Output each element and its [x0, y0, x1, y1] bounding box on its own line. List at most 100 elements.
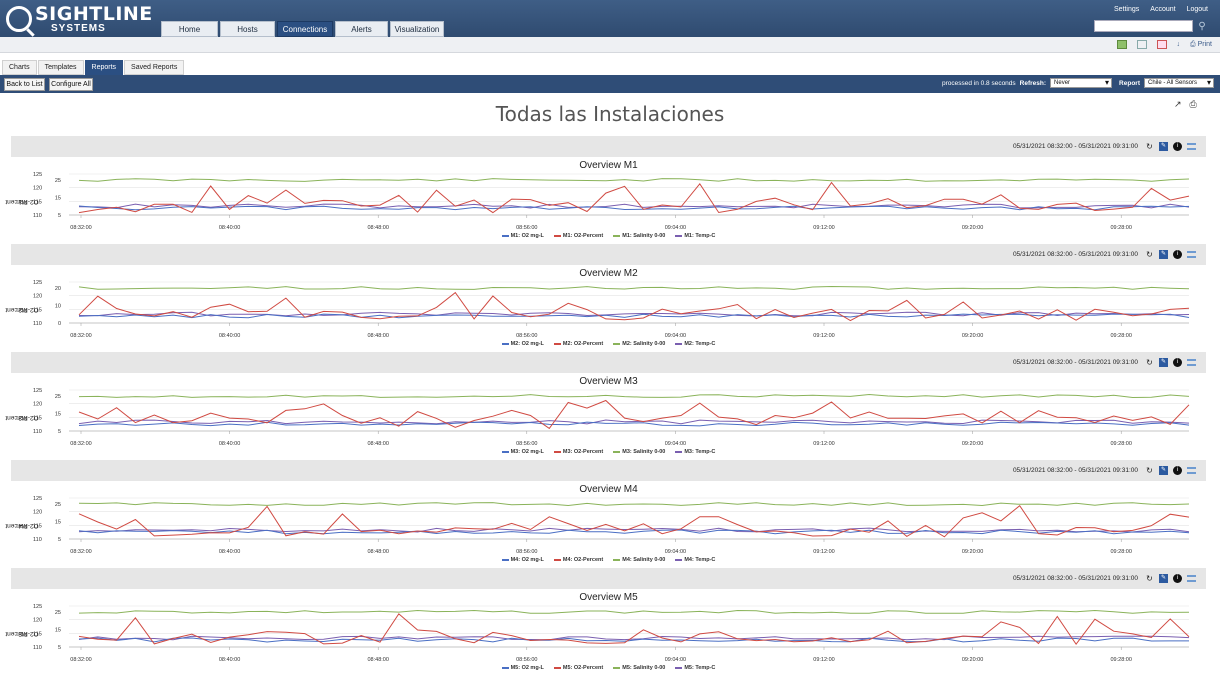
- nav-tab-alerts[interactable]: Alerts: [335, 21, 388, 37]
- legend-item[interactable]: M1: O2-Percent: [553, 233, 603, 239]
- edit-icon[interactable]: ✎: [1159, 142, 1168, 151]
- x-tick-label: 09:20:00: [962, 657, 983, 663]
- page-title-tools: ↗ ⎙: [1174, 99, 1197, 110]
- chart-title: Overview M1: [579, 160, 638, 171]
- time-range-text: 05/31/2021 08:32:00 - 05/31/2021 09:31:0…: [1012, 575, 1138, 582]
- x-tick-label: 09:04:00: [665, 333, 686, 339]
- legend-item[interactable]: M1: Salinity 0-00: [613, 233, 665, 239]
- temp-series-line: [78, 635, 1190, 641]
- processed-time-text: processed in 0.8 seconds: [941, 79, 1016, 87]
- chart-panel: 05/31/2021 08:32:00 - 05/31/2021 09:31:0…: [5, 244, 1206, 352]
- nav-tab-home[interactable]: Home: [161, 21, 218, 37]
- print-link[interactable]: ⎙ Print: [1190, 40, 1212, 48]
- y-tick-label: 110: [33, 321, 42, 327]
- legend-item[interactable]: M2: Salinity 0-00: [613, 341, 665, 347]
- y-tick-label: 110: [33, 213, 42, 219]
- chart-panel-header: 05/31/2021 08:32:00 - 05/31/2021 09:31:0…: [11, 568, 1206, 589]
- y-tick-label: 125: [33, 388, 42, 394]
- legend-swatch: [501, 451, 509, 453]
- refresh-icon[interactable]: ↻: [1146, 142, 1153, 151]
- export-icon[interactable]: ↗: [1174, 99, 1182, 109]
- legend-item[interactable]: M2: O2 mg-L: [501, 341, 544, 347]
- refresh-label: Refresh:: [1019, 79, 1047, 87]
- menu-icon[interactable]: [1187, 251, 1196, 258]
- edit-icon[interactable]: ✎: [1159, 466, 1168, 475]
- legend-item[interactable]: M5: O2 mg-L: [501, 665, 544, 671]
- document-icon[interactable]: [1136, 40, 1147, 49]
- refresh-icon[interactable]: ↻: [1146, 358, 1153, 367]
- legend-item[interactable]: M4: O2 mg-L: [501, 557, 544, 563]
- legend-swatch: [553, 667, 561, 669]
- edit-icon[interactable]: ✎: [1159, 574, 1168, 583]
- info-icon[interactable]: i: [1173, 574, 1182, 583]
- refresh-icon[interactable]: ↻: [1146, 466, 1153, 475]
- legend-item[interactable]: M4: Temp-C: [675, 557, 715, 563]
- subtab-reports[interactable]: Reports: [84, 60, 124, 75]
- refresh-icon[interactable]: ↻: [1146, 250, 1153, 259]
- legend-item[interactable]: M3: Temp-C: [675, 449, 715, 455]
- refresh-icon[interactable]: ↻: [1146, 574, 1153, 583]
- legend-item[interactable]: M5: Temp-C: [675, 665, 715, 671]
- x-tick-label: 09:28:00: [1110, 549, 1131, 555]
- info-icon[interactable]: i: [1173, 358, 1182, 367]
- info-icon[interactable]: i: [1173, 250, 1182, 259]
- subtab-charts[interactable]: Charts: [2, 60, 37, 75]
- nav-tab-visualization[interactable]: Visualization: [390, 21, 444, 37]
- legend-item[interactable]: M2: O2-Percent: [553, 341, 603, 347]
- temp-series-line: [78, 419, 1190, 425]
- x-tick-label: 08:32:00: [70, 333, 91, 339]
- search-icon[interactable]: ⚲: [1198, 20, 1206, 32]
- nav-tab-connections[interactable]: Connections: [277, 21, 333, 37]
- legend-item[interactable]: M3: Salinity 0-00: [613, 449, 665, 455]
- x-tick-label: 09:20:00: [962, 549, 983, 555]
- legend-item[interactable]: M4: O2-Percent: [553, 557, 603, 563]
- legend-item[interactable]: M4: Salinity 0-00: [613, 557, 665, 563]
- sightline-logo[interactable]: SIGHTLINE SYSTEMS: [6, 4, 153, 34]
- zoom-icon[interactable]: [1156, 40, 1167, 49]
- spreadsheet-icon[interactable]: [1116, 40, 1127, 49]
- legend-item[interactable]: M3: O2-Percent: [553, 449, 603, 455]
- legend-swatch: [675, 559, 683, 561]
- x-tick-label: 08:40:00: [219, 549, 240, 555]
- subtab-templates[interactable]: Templates: [37, 60, 84, 75]
- refresh-select[interactable]: Never: [1050, 78, 1113, 88]
- configure-all-button[interactable]: Configure All: [49, 78, 93, 91]
- print-icon[interactable]: ⎙: [1189, 99, 1197, 109]
- account-link[interactable]: Account: [1150, 6, 1176, 13]
- y-tick-label: 10: [55, 304, 61, 310]
- download-icon[interactable]: ↓: [1176, 41, 1181, 48]
- subtab-saved-reports[interactable]: Saved Reports: [124, 60, 185, 75]
- menu-icon[interactable]: [1187, 467, 1196, 474]
- y-tick-label: 15: [55, 520, 61, 526]
- x-tick-label: 08:48:00: [367, 333, 388, 339]
- legend-item[interactable]: M5: Salinity 0-00: [613, 665, 665, 671]
- legend-item[interactable]: M3: O2 mg-L: [501, 449, 544, 455]
- report-label: Report: [1119, 79, 1140, 87]
- menu-icon[interactable]: [1187, 359, 1196, 366]
- o2-series-line: [78, 421, 1190, 427]
- x-tick-label: 08:48:00: [367, 657, 388, 663]
- legend-item[interactable]: M1: Temp-C: [675, 233, 715, 239]
- y-tick-label: 25: [55, 394, 61, 400]
- edit-icon[interactable]: ✎: [1159, 358, 1168, 367]
- info-icon[interactable]: i: [1173, 142, 1182, 151]
- legend-swatch: [675, 343, 683, 345]
- line-chart: 125 120 115 110 20 10 0 08:32:00 08:40:00 08:48:0…: [33, 280, 1190, 339]
- legend-item[interactable]: M5: O2-Percent: [553, 665, 603, 671]
- back-to-list-button[interactable]: Back to List: [4, 78, 45, 91]
- legend-item[interactable]: M1: O2 mg-L: [501, 233, 544, 239]
- logout-link[interactable]: Logout: [1186, 6, 1208, 13]
- info-icon[interactable]: i: [1173, 466, 1182, 475]
- settings-link[interactable]: Settings: [1113, 6, 1140, 13]
- edit-icon[interactable]: ✎: [1159, 250, 1168, 259]
- legend-item[interactable]: M2: Temp-C: [675, 341, 715, 347]
- x-tick-label: 08:40:00: [219, 333, 240, 339]
- menu-icon[interactable]: [1187, 143, 1196, 150]
- legend-label: M4: Temp-C: [684, 557, 716, 563]
- y-tick-label: 120: [33, 294, 42, 300]
- menu-icon[interactable]: [1187, 575, 1196, 582]
- nav-tab-hosts[interactable]: Hosts: [220, 21, 275, 37]
- search-input[interactable]: [1094, 20, 1193, 32]
- report-select[interactable]: Chile - All Sensors: [1144, 78, 1214, 88]
- legend-swatch: [501, 559, 509, 561]
